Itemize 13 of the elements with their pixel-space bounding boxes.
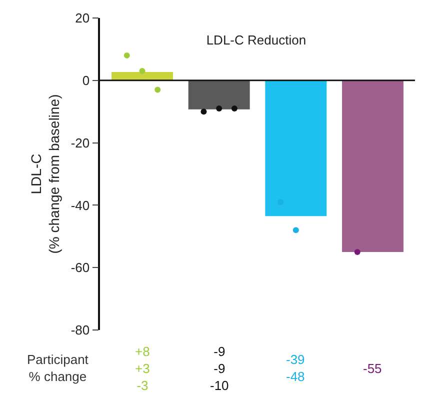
text: Participant % change — [27, 352, 89, 384]
y-tick-label: 0 — [82, 72, 90, 88]
text: +8 +3 -3 — [135, 344, 150, 393]
text: -39 -48 — [286, 352, 305, 384]
text: -9 -9 -10 — [210, 344, 229, 393]
y-tick-label: 20 — [75, 10, 90, 26]
text: LDL-C Reduction — [206, 32, 306, 48]
y-axis-title: LDL-C (% change from baseline) — [28, 94, 62, 254]
y-tick-label: -60 — [70, 260, 90, 276]
text: -55 — [363, 361, 382, 376]
y-tick-label: -20 — [70, 135, 90, 150]
y-tick-label: -80 — [70, 322, 90, 338]
y-tick-label: -40 — [70, 198, 90, 213]
